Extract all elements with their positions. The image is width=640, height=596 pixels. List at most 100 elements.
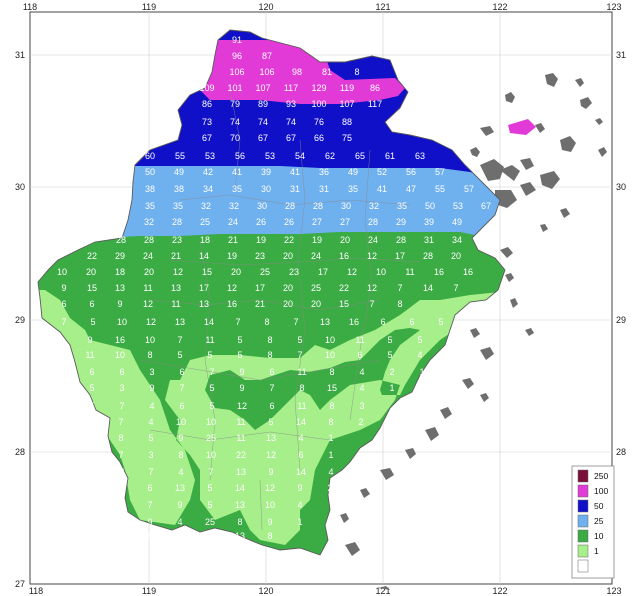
- legend-label: 25: [594, 516, 604, 526]
- station-value: 29: [115, 251, 125, 261]
- legend-label: 10: [594, 531, 604, 541]
- station-value: 9: [87, 335, 92, 345]
- station-value: 24: [143, 251, 153, 261]
- station-value: 1: [297, 517, 302, 527]
- station-value: 89: [258, 99, 268, 109]
- station-value: 16: [434, 267, 444, 277]
- station-value: 119: [340, 83, 354, 93]
- station-value: 53: [265, 151, 275, 161]
- legend-swatch: [577, 529, 589, 543]
- legend-swatch: [577, 559, 589, 573]
- x-tick: 118: [29, 586, 43, 596]
- station-value: 20: [283, 251, 293, 261]
- station-value: 12: [367, 251, 377, 261]
- station-value: 28: [423, 251, 433, 261]
- station-value: 57: [464, 184, 474, 194]
- station-value: 75: [342, 133, 352, 143]
- station-value: 61: [385, 151, 395, 161]
- station-value: 65: [355, 151, 365, 161]
- station-value: 32: [201, 201, 211, 211]
- station-value: 93: [286, 99, 296, 109]
- station-value: 6: [89, 299, 94, 309]
- station-value: 3: [477, 335, 482, 345]
- station-value: 13: [171, 283, 181, 293]
- station-value: 25: [260, 267, 270, 277]
- station-value: 5: [90, 317, 95, 327]
- station-value: 5: [438, 317, 443, 327]
- station-value: 70: [230, 133, 240, 143]
- station-value: 2: [447, 335, 452, 345]
- x-tick: 123: [606, 586, 621, 596]
- station-value: 10: [325, 335, 335, 345]
- station-value: 11: [297, 367, 306, 377]
- station-value: 38: [145, 184, 155, 194]
- station-value: 14: [423, 283, 433, 293]
- station-value: 8: [264, 317, 269, 327]
- station-value: 28: [368, 217, 378, 227]
- station-value: 8: [329, 367, 334, 377]
- station-value: 15: [262, 550, 272, 560]
- station-value: 81: [322, 67, 332, 77]
- station-value: 12: [367, 283, 377, 293]
- station-value: 13: [199, 299, 209, 309]
- station-value: 1: [389, 383, 394, 393]
- station-value: 5: [89, 383, 94, 393]
- y-tick: 28: [616, 447, 626, 457]
- station-value: 4: [148, 417, 153, 427]
- station-value: 35: [348, 184, 358, 194]
- station-value: 7: [118, 417, 123, 427]
- station-value: 6: [409, 317, 414, 327]
- station-value: 39: [424, 217, 434, 227]
- station-value: 87: [262, 51, 272, 61]
- station-value: 20: [451, 251, 461, 261]
- station-value: 106: [259, 67, 274, 77]
- station-value: 17: [199, 283, 209, 293]
- station-value: 129: [311, 83, 326, 93]
- station-value: 6: [357, 350, 362, 360]
- station-value: 20: [231, 267, 241, 277]
- legend-swatch: [577, 499, 589, 513]
- station-value: 6: [89, 367, 94, 377]
- station-value: 32: [144, 217, 154, 227]
- station-value: 4: [149, 401, 154, 411]
- legend-swatch: [577, 484, 589, 498]
- station-value: 13: [115, 283, 125, 293]
- station-value: 14: [235, 483, 245, 493]
- station-value: 7: [177, 335, 182, 345]
- station-value: 28: [285, 201, 295, 211]
- station-value: 12: [143, 299, 153, 309]
- station-value: 5: [209, 401, 214, 411]
- station-value: 11: [171, 299, 180, 309]
- station-value: 4: [297, 500, 302, 510]
- station-value: 16: [339, 251, 349, 261]
- station-value: 7: [209, 367, 214, 377]
- station-value: 12: [227, 283, 237, 293]
- station-value: 8: [299, 383, 304, 393]
- station-value: 13: [175, 483, 185, 493]
- x-tick: 122: [492, 586, 507, 596]
- station-value: 6: [380, 317, 385, 327]
- station-value: 54: [295, 151, 305, 161]
- station-value: 14: [296, 417, 306, 427]
- station-value: 27: [340, 217, 350, 227]
- x-tick: 121: [375, 586, 390, 596]
- station-value: 18: [115, 267, 125, 277]
- station-value: 10: [115, 350, 125, 360]
- station-value: 5: [89, 401, 94, 411]
- station-value: 96: [232, 51, 242, 61]
- station-value: 11: [205, 335, 214, 345]
- station-value: 41: [290, 167, 300, 177]
- station-value: 7: [119, 401, 124, 411]
- station-value: 5: [207, 350, 212, 360]
- station-value: 4: [298, 433, 303, 443]
- station-value: 10: [57, 267, 67, 277]
- station-value: 4: [359, 367, 364, 377]
- station-value: 11: [143, 283, 152, 293]
- station-value: 12: [265, 483, 275, 493]
- station-value: 24: [311, 251, 321, 261]
- x-tick: 119: [142, 2, 156, 12]
- station-value: 8: [267, 531, 272, 541]
- station-value: 107: [255, 83, 270, 93]
- legend-label: 100: [594, 486, 608, 496]
